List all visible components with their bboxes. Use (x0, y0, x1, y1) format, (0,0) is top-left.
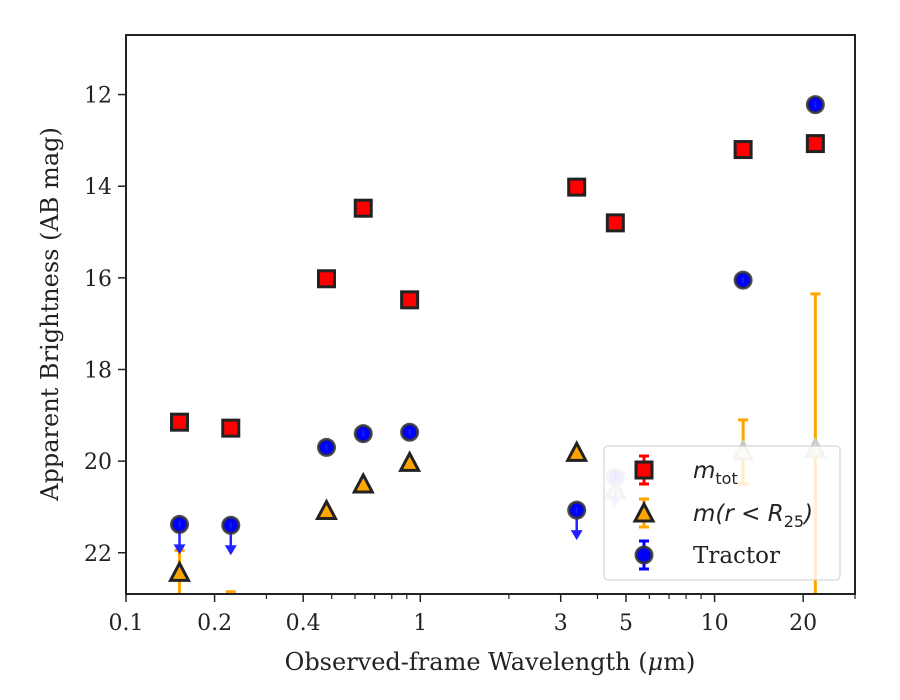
legend-marker-triangle (632, 497, 656, 529)
marker-mtot-2 (316, 269, 336, 289)
point-mtot-3 (353, 198, 373, 218)
y-tick-label: 12 (84, 84, 112, 109)
y-axis-title: Apparent Brightness (AB mag) (36, 127, 64, 502)
x-tick-label: 1 (413, 611, 427, 636)
x-axis-title: Observed-frame Wavelength (μm) (285, 648, 696, 676)
legend-label-mtot: mtot (693, 458, 738, 488)
x-axis-title-prefix: Observed-frame Wavelength ( (285, 648, 648, 676)
y-tick-label: 20 (84, 450, 112, 475)
x-tick-label: 0.4 (286, 611, 321, 636)
marker-mtot-3 (353, 198, 373, 218)
y-tick-label: 18 (84, 358, 112, 383)
point-tractor-1 (221, 515, 241, 556)
x-axis: 0.1 0.2 0.4 1 3 5 10 20 (109, 594, 856, 636)
y-tick-label: 14 (84, 175, 112, 200)
upper-limit-arrow-tractor-1-head (224, 545, 237, 556)
legend-label-mr25: m(r < R25) (693, 501, 813, 531)
point-tractor-0 (170, 514, 190, 555)
y-tick-label: 16 (84, 267, 112, 292)
x-axis-title-mu: μ (648, 648, 664, 676)
marker-mr25-4 (398, 450, 422, 472)
point-tractor-7 (733, 270, 753, 290)
point-mtot-2 (316, 269, 336, 289)
plot-frame (125, 34, 856, 595)
marker-mr25-5 (565, 440, 589, 462)
legend-marker-square (634, 454, 654, 486)
point-mr25-2 (314, 498, 338, 521)
y-tick-label: 22 (84, 542, 112, 567)
marker-mtot-8 (805, 134, 825, 154)
upper-limit-arrow-tractor-0-head (173, 544, 186, 555)
legend-box (603, 445, 841, 581)
x-axis-title-suffix: m) (663, 648, 695, 676)
point-mtot-4 (400, 290, 420, 310)
x-tick-label: 0.1 (109, 611, 144, 636)
marker-mtot-6 (605, 213, 625, 233)
marker-mr25-3 (351, 471, 375, 494)
marker-mr25-0 (168, 560, 192, 582)
legend-item-tractor: Tractor (634, 539, 780, 571)
marker-mtot-5 (567, 177, 587, 197)
point-mtot-7 (733, 140, 753, 160)
x-tick-label: 20 (789, 611, 817, 636)
x-tick-label: 5 (619, 611, 633, 636)
point-tractor-8 (805, 95, 825, 115)
x-tick-label: 3 (554, 611, 568, 636)
legend-label-tractor: Tractor (693, 543, 780, 569)
point-tractor-3 (353, 424, 373, 444)
point-mr25-4 (398, 450, 422, 472)
marker-mtot-4 (400, 290, 420, 310)
legend-square (634, 460, 654, 480)
point-mr25-5 (565, 440, 589, 462)
legend: mtot m(r < R25) Tractor (603, 445, 841, 581)
upper-limit-arrow-tractor-5-head (570, 530, 583, 541)
legend-item-mtot: mtot (634, 454, 738, 488)
point-mtot-5 (567, 177, 587, 197)
legend-circle (634, 545, 654, 565)
point-tractor-5 (567, 500, 587, 541)
x-tick-label: 0.2 (197, 611, 232, 636)
y-axis: 12 14 16 18 20 22 (84, 84, 126, 567)
point-mr25-0 (168, 548, 192, 594)
legend-marker-circle (634, 539, 654, 571)
point-mr25-3 (351, 471, 375, 494)
marker-mtot-0 (170, 412, 190, 432)
point-mtot-1 (221, 418, 241, 438)
point-mtot-8 (805, 134, 825, 154)
marker-mtot-7 (733, 140, 753, 160)
legend-triangle (632, 500, 656, 523)
point-mtot-0 (170, 412, 190, 432)
point-tractor-2 (316, 437, 336, 457)
point-mtot-6 (605, 213, 625, 233)
x-tick-label: 10 (701, 611, 729, 636)
marker-mr25-2 (314, 498, 338, 521)
point-tractor-4 (400, 422, 420, 442)
marker-mtot-1 (221, 418, 241, 438)
legend-item-mr25: m(r < R25) (632, 497, 813, 531)
